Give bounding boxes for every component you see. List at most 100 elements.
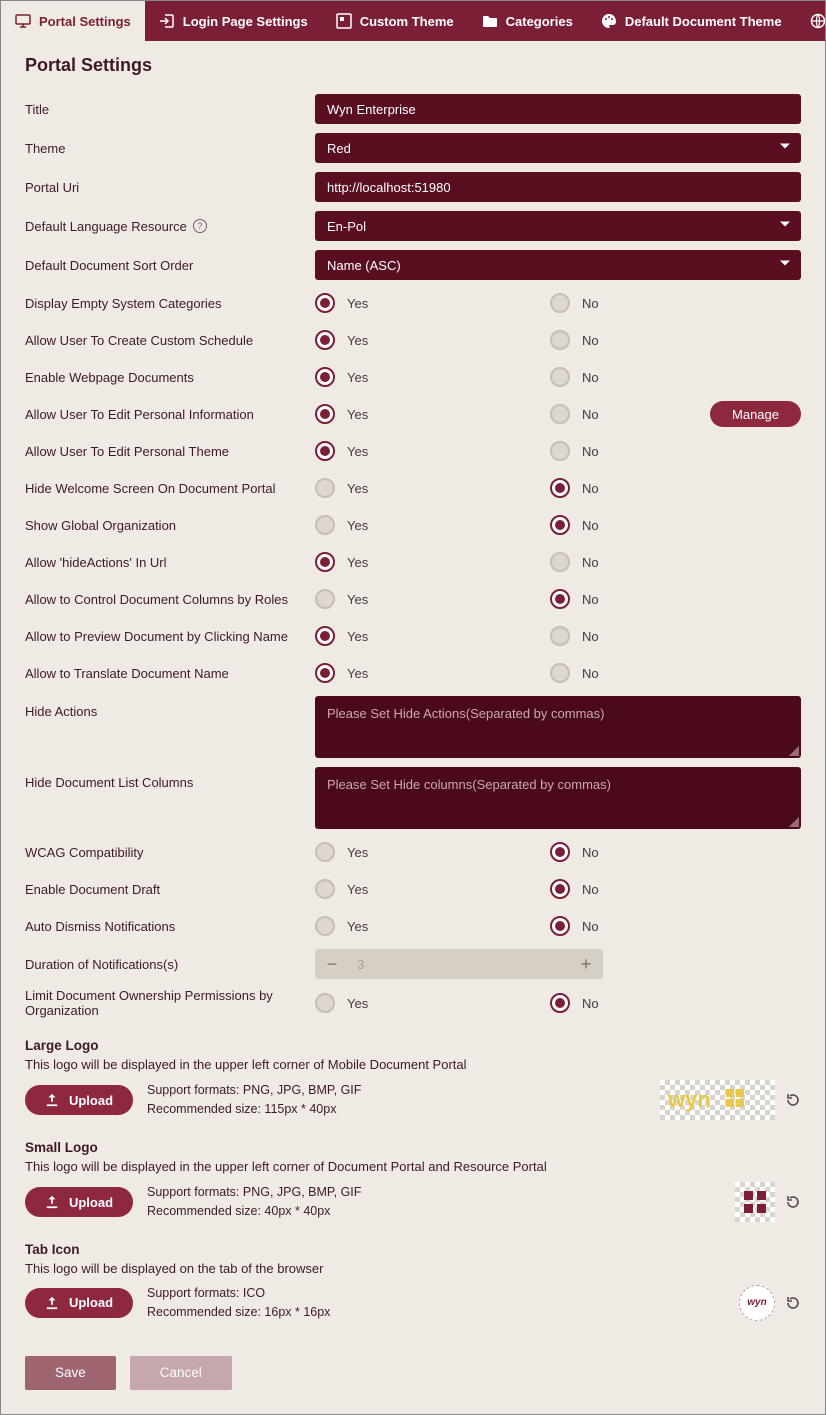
radio-no-label: No xyxy=(582,882,599,897)
tab-bar: Portal SettingsLogin Page SettingsCustom… xyxy=(1,1,825,41)
radio-no[interactable] xyxy=(550,589,570,609)
radio-yes[interactable] xyxy=(315,842,335,862)
large-logo-upload-button[interactable]: Upload xyxy=(25,1085,133,1115)
save-button[interactable]: Save xyxy=(25,1356,116,1390)
reset-icon[interactable] xyxy=(785,1295,801,1311)
page-title: Portal Settings xyxy=(25,55,801,76)
tab-icon-formats: Support formats: ICO xyxy=(147,1284,330,1303)
cancel-button[interactable]: Cancel xyxy=(130,1356,232,1390)
upload-icon xyxy=(45,1093,59,1107)
label-hide-cols: Hide Document List Columns xyxy=(25,767,315,790)
radio-yes[interactable] xyxy=(315,993,335,1013)
setting-label: Auto Dismiss Notifications xyxy=(25,919,315,934)
language-select[interactable]: En-Pol xyxy=(315,211,801,241)
radio-no[interactable] xyxy=(550,842,570,862)
title-input[interactable]: Wyn Enterprise xyxy=(315,94,801,124)
radio-yes[interactable] xyxy=(315,367,335,387)
radio-no[interactable] xyxy=(550,293,570,313)
radio-no[interactable] xyxy=(550,626,570,646)
setting-label: Enable Document Draft xyxy=(25,882,315,897)
radio-no[interactable] xyxy=(550,367,570,387)
radio-yes[interactable] xyxy=(315,515,335,535)
radio-no-label: No xyxy=(582,919,599,934)
radio-yes[interactable] xyxy=(315,916,335,936)
small-logo-title: Small Logo xyxy=(25,1140,801,1155)
hide-cols-textarea[interactable]: Please Set Hide columns(Separated by com… xyxy=(315,767,801,829)
small-logo-desc: This logo will be displayed in the upper… xyxy=(25,1159,801,1174)
large-logo-section: Large Logo This logo will be displayed i… xyxy=(25,1038,801,1120)
radio-yes[interactable] xyxy=(315,441,335,461)
hide-actions-textarea[interactable]: Please Set Hide Actions(Separated by com… xyxy=(315,696,801,758)
duration-stepper[interactable]: − 3 + xyxy=(315,949,603,979)
radio-yes[interactable] xyxy=(315,552,335,572)
setting-label: Allow to Preview Document by Clicking Na… xyxy=(25,629,315,644)
radio-yes[interactable] xyxy=(315,626,335,646)
radio-no-label: No xyxy=(582,333,599,348)
stepper-value: 3 xyxy=(349,957,569,972)
radio-no[interactable] xyxy=(550,993,570,1013)
small-logo-upload-button[interactable]: Upload xyxy=(25,1187,133,1217)
portal-uri-input[interactable]: http://localhost:51980 xyxy=(315,172,801,202)
stepper-decrement[interactable]: − xyxy=(315,954,349,975)
help-icon[interactable]: ? xyxy=(193,219,207,233)
small-logo-formats: Support formats: PNG, JPG, BMP, GIF xyxy=(147,1183,361,1202)
radio-no[interactable] xyxy=(550,879,570,899)
radio-no[interactable] xyxy=(550,552,570,572)
radio-no[interactable] xyxy=(550,916,570,936)
radio-yes-label: Yes xyxy=(347,518,368,533)
upload-icon xyxy=(45,1296,59,1310)
radio-yes[interactable] xyxy=(315,404,335,424)
setting-label: Hide Welcome Screen On Document Portal xyxy=(25,481,315,496)
stepper-increment[interactable]: + xyxy=(569,954,603,975)
tab-custom-theme[interactable]: Custom Theme xyxy=(322,1,468,41)
radio-yes[interactable] xyxy=(315,478,335,498)
globe-icon xyxy=(810,13,825,29)
chevron-down-icon xyxy=(779,258,791,273)
radio-no-label: No xyxy=(582,518,599,533)
label-title: Title xyxy=(25,102,315,117)
radio-no[interactable] xyxy=(550,663,570,683)
radio-no[interactable] xyxy=(550,404,570,424)
label-theme: Theme xyxy=(25,141,315,156)
large-logo-preview: wyn xyxy=(660,1080,775,1120)
tab-icon-upload-button[interactable]: Upload xyxy=(25,1288,133,1318)
radio-yes[interactable] xyxy=(315,293,335,313)
setting-label: Limit Document Ownership Permissions by … xyxy=(25,988,315,1018)
tab-icon-preview: wyn xyxy=(739,1285,775,1321)
large-logo-size: Recommended size: 115px * 40px xyxy=(147,1100,361,1119)
radio-yes-label: Yes xyxy=(347,845,368,860)
radio-no[interactable] xyxy=(550,478,570,498)
radio-yes[interactable] xyxy=(315,330,335,350)
label-language: Default Language Resource ? xyxy=(25,219,315,234)
setting-label: Show Global Organization xyxy=(25,518,315,533)
label-duration: Duration of Notifications(s) xyxy=(25,957,315,972)
reset-icon[interactable] xyxy=(785,1194,801,1210)
radio-no-label: No xyxy=(582,629,599,644)
radio-no-label: No xyxy=(582,370,599,385)
reset-icon[interactable] xyxy=(785,1092,801,1108)
tab-login-page-settings[interactable]: Login Page Settings xyxy=(145,1,322,41)
tab-portal-settings[interactable]: Portal Settings xyxy=(1,1,145,41)
tab-sys[interactable]: Sys xyxy=(796,1,825,41)
radio-no[interactable] xyxy=(550,515,570,535)
radio-no[interactable] xyxy=(550,441,570,461)
radio-yes-label: Yes xyxy=(347,555,368,570)
sort-select[interactable]: Name (ASC) xyxy=(315,250,801,280)
tab-categories[interactable]: Categories xyxy=(468,1,587,41)
tab-default-document-theme[interactable]: Default Document Theme xyxy=(587,1,796,41)
small-logo-section: Small Logo This logo will be displayed i… xyxy=(25,1140,801,1222)
manage-button[interactable]: Manage xyxy=(710,401,801,427)
radio-no[interactable] xyxy=(550,330,570,350)
large-logo-title: Large Logo xyxy=(25,1038,801,1053)
radio-yes[interactable] xyxy=(315,589,335,609)
radio-yes-label: Yes xyxy=(347,629,368,644)
radio-no-label: No xyxy=(582,481,599,496)
radio-yes[interactable] xyxy=(315,663,335,683)
radio-no-label: No xyxy=(582,666,599,681)
radio-yes-label: Yes xyxy=(347,296,368,311)
radio-yes-label: Yes xyxy=(347,919,368,934)
upload-icon xyxy=(45,1195,59,1209)
theme-select[interactable]: Red xyxy=(315,133,801,163)
radio-yes[interactable] xyxy=(315,879,335,899)
tab-icon-desc: This logo will be displayed on the tab o… xyxy=(25,1261,801,1276)
